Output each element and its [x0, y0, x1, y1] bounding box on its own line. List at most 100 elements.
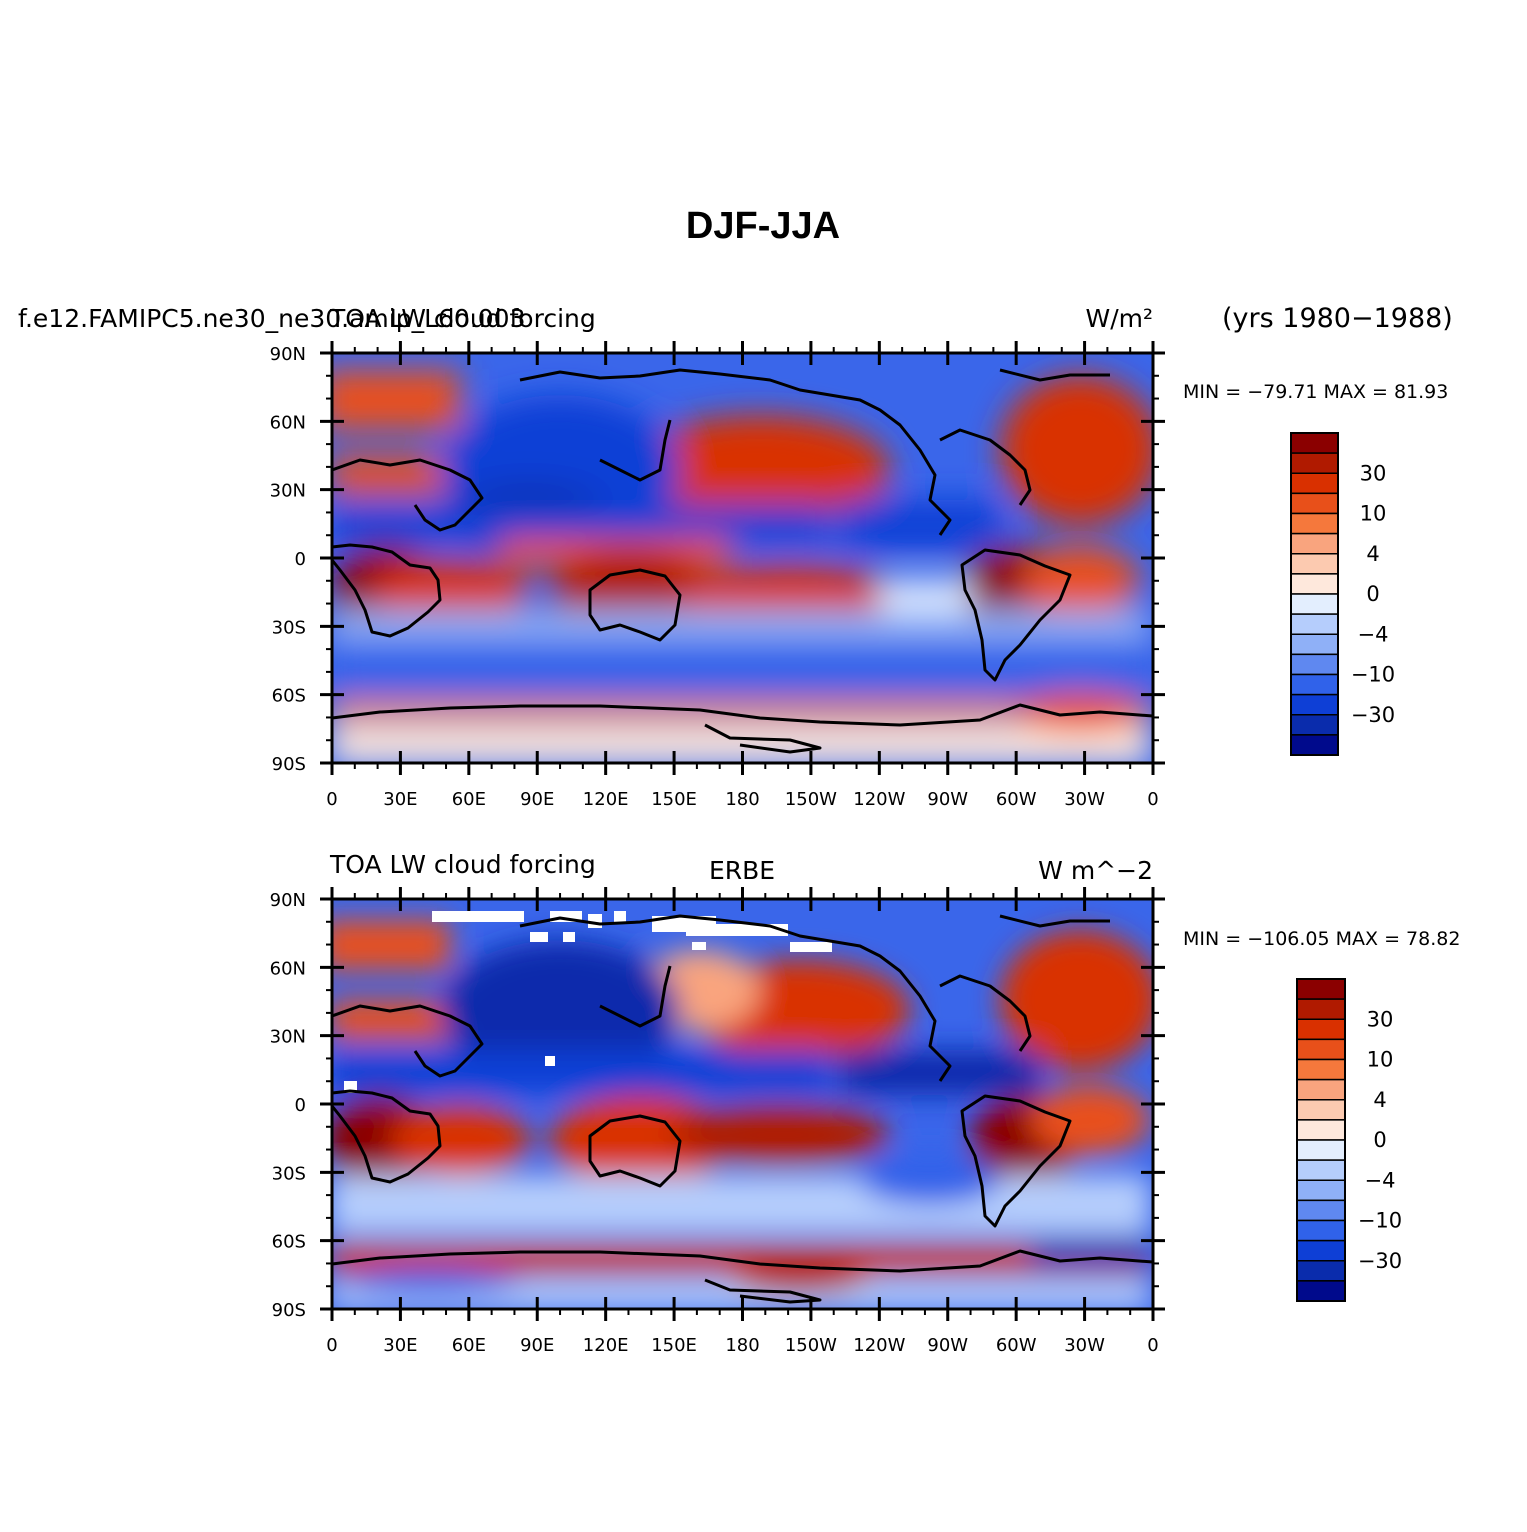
panel-model-left-overlay-text: TOA LW cloud forcing	[329, 304, 596, 333]
colorbar-label: −4	[1365, 1168, 1396, 1192]
colorbar-label: 30	[1360, 461, 1387, 485]
lat-tick-label: 30N	[270, 1027, 306, 1048]
colorbar-box	[1290, 532, 1339, 555]
colorbar-box	[1290, 673, 1339, 696]
colorbar-label: 10	[1367, 1048, 1394, 1072]
lat-tick-label: 90S	[272, 754, 306, 775]
colorbar-label: −10	[1358, 1209, 1402, 1233]
colorbar-box	[1290, 573, 1339, 595]
colorbar-box	[1296, 1018, 1346, 1041]
colorbar-box	[1296, 1119, 1346, 1141]
colorbar-obs: 30 10 4 0 −4 −10 −30	[1296, 978, 1402, 1302]
lon-tick-label: 90E	[520, 789, 554, 810]
panel-obs: TOA LW cloud forcing ERBE W m^−2 MIN = −…	[270, 850, 1461, 1356]
colorbar-box	[1290, 613, 1339, 635]
lon-tick-label: 60E	[452, 789, 486, 810]
colorbar-label: 10	[1360, 502, 1387, 526]
colorbar-box	[1296, 1179, 1346, 1202]
lon-tick-label: 120E	[583, 789, 629, 810]
colorbar-box	[1290, 432, 1339, 454]
panel-model: f.e12.FAMIPC5.ne30_ne30.amip_L60.003 TOA…	[18, 303, 1453, 810]
lat-tick-label: 90S	[272, 1300, 306, 1321]
colorbar-box	[1296, 1219, 1346, 1242]
lon-tick-label: 30E	[383, 1335, 417, 1356]
colorbar-label: 4	[1366, 542, 1379, 566]
lon-tick-label: 60W	[996, 1335, 1037, 1356]
lon-tick-label: 180	[725, 789, 759, 810]
colorbar-box	[1290, 633, 1339, 656]
panel-model-left-text: f.e12.FAMIPC5.ne30_ne30.amip_L60.003	[18, 304, 526, 333]
colorbar-box	[1296, 1038, 1346, 1061]
lon-tick-label: 120E	[583, 1335, 629, 1356]
lat-tick-label: 60S	[272, 1232, 306, 1253]
lon-tick-label: 150W	[785, 1335, 837, 1356]
colorbar-box	[1290, 734, 1339, 756]
colorbar-box	[1290, 593, 1339, 615]
colorbar-box	[1296, 1139, 1346, 1161]
colorbar-box	[1290, 472, 1339, 495]
lon-tick-label: 30E	[383, 789, 417, 810]
colorbar-box	[1290, 452, 1339, 474]
lon-tick-label: 120W	[853, 789, 905, 810]
lat-tick-label: 60S	[272, 686, 306, 707]
colorbar-box	[1296, 978, 1346, 1000]
lon-tick-label: 0	[326, 1335, 337, 1356]
lon-tick-label: 60W	[996, 789, 1037, 810]
coastlines-obs	[332, 914, 1153, 1304]
lon-tick-label: 150E	[651, 1335, 697, 1356]
lon-tick-label: 0	[326, 789, 337, 810]
panel-obs-center-text: ERBE	[709, 856, 775, 885]
colorbar-box	[1296, 1260, 1346, 1282]
panel-obs-left-text: TOA LW cloud forcing	[329, 850, 596, 879]
lat-tick-label: 60N	[270, 412, 306, 433]
lon-tick-label: 90E	[520, 1335, 554, 1356]
colorbar-box	[1290, 693, 1339, 716]
colorbar-label: 0	[1366, 582, 1379, 606]
lat-tick-label: 30N	[270, 481, 306, 502]
colorbar-box	[1290, 714, 1339, 736]
coastlines-model	[332, 368, 1153, 754]
colorbar-model: 30 10 4 0 −4 −10 −30	[1290, 432, 1395, 756]
figure-title: DJF-JJA	[686, 205, 840, 247]
colorbar-label: 4	[1373, 1088, 1386, 1112]
colorbar-box	[1296, 1058, 1346, 1081]
lat-tick-label: 30S	[272, 1163, 306, 1184]
colorbar-label: −30	[1351, 703, 1395, 727]
colorbar-box	[1290, 512, 1339, 535]
lon-tick-label: 0	[1147, 1335, 1158, 1356]
colorbar-box	[1290, 653, 1339, 676]
colorbar-box	[1296, 1239, 1346, 1262]
lat-tick-label: 90N	[270, 344, 306, 365]
panel-obs-minmax: MIN = −106.05 MAX = 78.82	[1183, 928, 1460, 950]
map-field-obs	[332, 899, 1153, 1309]
panel-model-minmax: MIN = −79.71 MAX = 81.93	[1183, 381, 1448, 403]
colorbar-box	[1296, 998, 1346, 1020]
colorbar-label: 30	[1367, 1007, 1394, 1031]
colorbar-box	[1296, 1280, 1346, 1302]
lon-tick-label: 0	[1147, 789, 1158, 810]
colorbar-box	[1290, 492, 1339, 515]
colorbar-label: 0	[1373, 1128, 1386, 1152]
lon-tick-label: 90W	[927, 1335, 968, 1356]
panel-obs-units: W m^−2	[1038, 856, 1153, 885]
colorbar-box	[1296, 1078, 1346, 1101]
colorbar-box	[1296, 1159, 1346, 1181]
lon-tick-label: 150E	[651, 789, 697, 810]
colorbar-label: −10	[1351, 663, 1395, 687]
panel-model-years: (yrs 1980−1988)	[1222, 303, 1453, 334]
colorbar-box	[1296, 1099, 1346, 1121]
lon-tick-label: 120W	[853, 1335, 905, 1356]
panel-model-units: W/m²	[1085, 304, 1153, 333]
lon-tick-label: 90W	[927, 789, 968, 810]
lon-tick-label: 60E	[452, 1335, 486, 1356]
lon-tick-label: 30W	[1064, 789, 1105, 810]
lat-tick-label: 60N	[270, 958, 306, 979]
lat-tick-label: 0	[295, 1095, 306, 1116]
colorbar-label: −30	[1358, 1249, 1402, 1273]
colorbar-box	[1290, 553, 1339, 575]
axis-ticks-obs: 90N 60N 30N 0 30S 60S 90S 0 30E 60E 90E 120E 150E 180…	[270, 887, 1165, 1356]
lat-tick-label: 90N	[270, 890, 306, 911]
colorbar-box	[1296, 1199, 1346, 1222]
lon-tick-label: 180	[725, 1335, 759, 1356]
